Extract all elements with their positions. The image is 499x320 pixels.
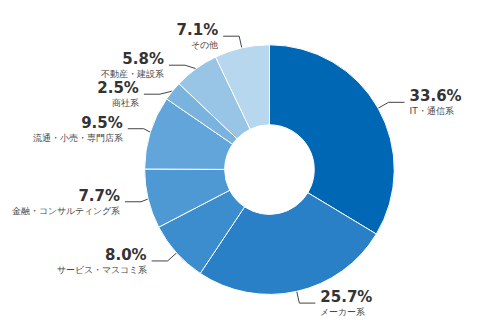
svg-text:流通・小売・専門店系: 流通・小売・専門店系 bbox=[33, 133, 123, 143]
svg-text:商社系: 商社系 bbox=[112, 98, 139, 108]
svg-text:9.5%: 9.5% bbox=[81, 114, 123, 132]
svg-text:8.0%: 8.0% bbox=[105, 246, 147, 264]
svg-text:5.8%: 5.8% bbox=[122, 50, 164, 68]
svg-text:サービス・マスコミ系: サービス・マスコミ系 bbox=[57, 265, 147, 275]
svg-text:その他: その他 bbox=[191, 40, 218, 50]
svg-text:7.7%: 7.7% bbox=[78, 187, 120, 205]
svg-text:7.1%: 7.1% bbox=[177, 21, 219, 39]
svg-text:メーカー系: メーカー系 bbox=[320, 307, 365, 317]
svg-text:金融・コンサルティング系: 金融・コンサルティング系 bbox=[12, 206, 120, 216]
svg-text:33.6%: 33.6% bbox=[410, 87, 462, 105]
svg-text:IT・通信系: IT・通信系 bbox=[410, 106, 454, 116]
svg-text:不動産・建設系: 不動産・建設系 bbox=[101, 69, 164, 79]
svg-text:2.5%: 2.5% bbox=[97, 79, 139, 97]
svg-text:25.7%: 25.7% bbox=[320, 288, 372, 306]
